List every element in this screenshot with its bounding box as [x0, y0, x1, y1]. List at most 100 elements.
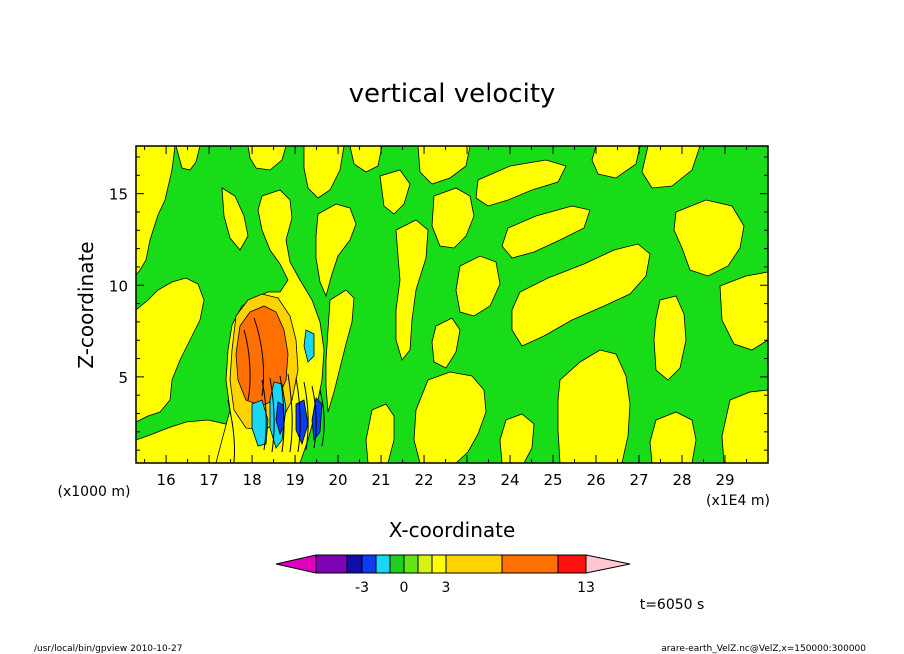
x-tick-label: 20	[329, 471, 348, 489]
yellow-region	[501, 205, 591, 259]
yellow-region	[591, 146, 641, 179]
colorbar-labels: -3 0 3 13	[355, 580, 595, 596]
yellow-region	[136, 277, 205, 423]
negative-blue	[275, 401, 285, 436]
x-units-left: (x1000 m)	[58, 484, 131, 500]
contour-line	[243, 329, 251, 401]
colorbar-swatch	[361, 554, 377, 574]
footer-left: /usr/local/bin/gpview 2010-10-27	[34, 644, 182, 654]
dense-contour-lines	[227, 317, 325, 463]
x-tick-label: 19	[286, 471, 305, 489]
yellow-region	[475, 159, 567, 207]
yellow-region	[653, 295, 687, 381]
colorbar-min-arrow	[275, 554, 317, 574]
yellow-region	[431, 187, 475, 249]
yellow-region	[499, 413, 535, 463]
x-tick-label: 23	[458, 471, 477, 489]
x-tick-label: 27	[629, 471, 648, 489]
colorbar-swatch	[389, 554, 405, 574]
yellow-region	[395, 219, 429, 361]
y-tick-label: 5	[118, 369, 128, 387]
contour-line	[253, 317, 265, 397]
x-tick-label: 22	[415, 471, 434, 489]
x-tick-label: 18	[243, 471, 262, 489]
yellow-region	[379, 169, 411, 215]
colorbar-swatch	[445, 554, 503, 574]
positive-contours-yellow	[136, 146, 768, 463]
plot-frame	[135, 145, 769, 464]
x-tick-label: 29	[715, 471, 734, 489]
colorbar-swatch	[501, 554, 559, 574]
x-axis-label: X-coordinate	[389, 518, 516, 542]
y-tick-label: 15	[109, 186, 128, 204]
x-tick-labels: 16 17 18 19 20 21 22 23 24 25 26 27 28 29	[157, 471, 735, 489]
yellow-region	[417, 146, 471, 185]
y-tick-label: 10	[109, 277, 128, 295]
x-tick-label: 21	[372, 471, 391, 489]
yellow-region	[641, 146, 701, 189]
colorbar-swatch	[315, 554, 348, 574]
yellow-region	[175, 146, 201, 171]
downdraft-core	[251, 329, 323, 449]
contour-line	[227, 399, 235, 463]
x-tick-label: 25	[543, 471, 562, 489]
y-tick-marks	[136, 156, 768, 451]
x-tick-label: 16	[157, 471, 176, 489]
colorbar-max-arrow	[585, 554, 631, 574]
x-tick-label: 28	[672, 471, 691, 489]
x-units-right: (x1E4 m)	[706, 493, 770, 509]
colorbar-swatch	[417, 554, 433, 574]
footer-right: arare-earth_VelZ.nc@VelZ,x=150000:300000	[661, 644, 866, 654]
yellow-region	[136, 419, 237, 463]
colorbar-swatch	[375, 554, 391, 574]
colorbar	[275, 554, 631, 574]
contour-line	[295, 377, 301, 453]
contour-field	[136, 146, 768, 463]
yellow-region	[325, 289, 355, 413]
colorbar-swatch	[431, 554, 447, 574]
colorbar-swatch	[403, 554, 419, 574]
yellow-region	[349, 146, 383, 173]
colorbar-swatch	[346, 554, 363, 574]
negative-blue	[295, 399, 309, 446]
negative-cyan	[251, 399, 269, 447]
contour-line	[279, 375, 285, 453]
contour-line	[287, 373, 293, 453]
colorbar-swatch	[557, 554, 587, 574]
yellow-region	[511, 243, 651, 347]
yellow-region	[221, 187, 249, 251]
chart-title: vertical velocity	[349, 79, 556, 109]
yellow-region	[719, 271, 768, 351]
yellow-region	[365, 403, 395, 463]
yellow-region	[557, 349, 631, 463]
x-tick-marks	[144, 146, 748, 463]
negative-blue	[311, 397, 323, 442]
colorbar-label: 0	[400, 580, 409, 596]
time-label: t=6050 s	[640, 597, 705, 613]
yellow-region	[315, 203, 357, 298]
yellow-region	[673, 199, 745, 277]
contour-6	[235, 305, 289, 407]
x-tick-label: 26	[586, 471, 605, 489]
y-axis-label: Z-coordinate	[74, 241, 98, 368]
colorbar-label: 3	[442, 580, 451, 596]
yellow-region	[649, 411, 697, 463]
yellow-region	[413, 371, 487, 463]
yellow-region	[431, 317, 461, 369]
yellow-region	[247, 146, 287, 171]
colorbar-label: -3	[355, 580, 369, 596]
y-tick-labels: 5 10 15	[109, 186, 128, 387]
contour-line	[269, 377, 275, 453]
contour-line	[303, 381, 309, 451]
negative-cyan	[303, 329, 315, 363]
contour-line	[311, 385, 317, 449]
x-tick-label: 17	[200, 471, 219, 489]
yellow-region	[136, 146, 176, 276]
yellow-region	[455, 255, 501, 317]
x-tick-label: 24	[500, 471, 519, 489]
yellow-region	[303, 146, 345, 199]
colorbar-label: 13	[577, 580, 595, 596]
yellow-region	[721, 389, 768, 463]
contour-line	[319, 389, 325, 447]
